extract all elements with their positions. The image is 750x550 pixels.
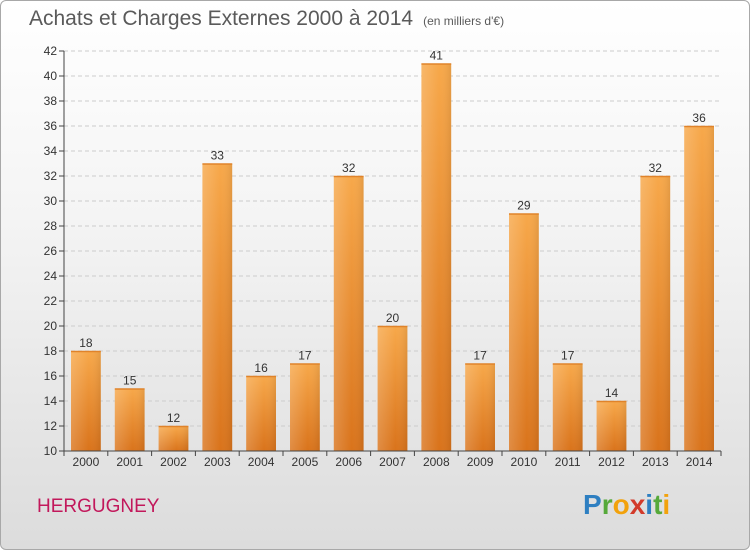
- data-label: 17: [473, 349, 487, 363]
- data-label: 20: [386, 311, 400, 325]
- x-tick-label: 2012: [598, 455, 625, 469]
- axes: 10 12 14 16 18 20 22 24 26 28 30 32 34 36 38 40 42 2000 20…: [44, 44, 722, 469]
- bar-shade: [71, 351, 101, 451]
- x-tick-label: 2008: [423, 455, 450, 469]
- data-label: 32: [342, 161, 356, 175]
- logo-letter: r: [601, 489, 613, 520]
- bar-shade: [290, 363, 320, 451]
- data-labels: 18 15 12 33 16 17 32 20 41 17 29 17 14 32 36: [79, 49, 706, 426]
- bar-shade: [684, 126, 714, 451]
- data-label: 17: [298, 349, 312, 363]
- bar-shade: [202, 163, 233, 451]
- x-tick-label: 2006: [335, 455, 362, 469]
- logo-letter: i: [645, 489, 654, 520]
- bar-shade: [552, 363, 583, 451]
- y-tick-label: 20: [44, 319, 58, 333]
- x-tick-label: 2003: [204, 455, 231, 469]
- bar-shade: [114, 388, 145, 451]
- data-label: 16: [254, 361, 268, 375]
- bar-shade: [421, 63, 452, 451]
- y-tick-label: 42: [44, 44, 58, 58]
- x-tick-label: 2004: [248, 455, 275, 469]
- y-tick-label: 16: [44, 369, 58, 383]
- y-tick-label: 32: [44, 169, 58, 183]
- bar-shade: [465, 363, 495, 451]
- data-label: 41: [430, 49, 444, 63]
- bars: [71, 63, 714, 451]
- bar-shade: [246, 376, 276, 451]
- bar-shade: [596, 401, 627, 451]
- y-tick-label: 28: [44, 219, 58, 233]
- bar-shade: [158, 426, 189, 451]
- data-label: 29: [517, 199, 531, 213]
- x-tick-label: 2001: [116, 455, 143, 469]
- chart-title: Achats et Charges Externes 2000 à 2014 (e…: [29, 7, 504, 31]
- y-tick-label: 26: [44, 244, 58, 258]
- y-tick-label: 10: [44, 444, 58, 458]
- chart-unit-note: (en milliers d'€): [423, 14, 505, 28]
- x-tick-label: 2014: [686, 455, 713, 469]
- y-tick-label: 18: [44, 344, 58, 358]
- bar-shade: [377, 326, 408, 451]
- data-label: 14: [605, 386, 619, 400]
- x-tick-label: 2000: [73, 455, 100, 469]
- data-label: 33: [211, 149, 225, 163]
- y-tick-label: 40: [44, 69, 58, 83]
- proxiti-logo[interactable]: Proxiti: [583, 489, 670, 521]
- logo-letter: x: [629, 489, 646, 520]
- logo-letter: o: [612, 489, 630, 520]
- data-label: 36: [692, 111, 706, 125]
- chart-title-text: Achats et Charges Externes 2000 à 2014: [29, 7, 414, 30]
- y-tick-label: 34: [44, 144, 58, 158]
- x-tick-label: 2007: [379, 455, 406, 469]
- commune-name: HERGUGNEY: [37, 496, 160, 517]
- y-tick-label: 38: [44, 94, 58, 108]
- data-label: 32: [649, 161, 663, 175]
- logo-letter: i: [662, 489, 671, 520]
- data-label: 18: [79, 336, 93, 350]
- bar-shade: [333, 176, 364, 451]
- x-tick-label: 2005: [292, 455, 319, 469]
- x-tick-label: 2011: [555, 455, 581, 469]
- y-tick-label: 24: [44, 269, 58, 283]
- x-tick-label: 2010: [511, 455, 538, 469]
- y-tick-label: 14: [44, 394, 58, 408]
- x-tick-label: 2013: [642, 455, 669, 469]
- x-tick-label: 2002: [160, 455, 187, 469]
- y-tick-label: 36: [44, 119, 58, 133]
- y-tick-label: 12: [44, 419, 58, 433]
- logo-letter: P: [583, 489, 602, 520]
- data-label: 17: [561, 349, 575, 363]
- data-label: 12: [167, 411, 181, 425]
- x-tick-label: 2009: [467, 455, 494, 469]
- y-tick-label: 22: [44, 294, 58, 308]
- y-tick-label: 30: [44, 194, 58, 208]
- logo-letter: t: [653, 489, 663, 520]
- data-label: 15: [123, 374, 137, 388]
- bar-shade: [509, 213, 539, 451]
- bar-shade: [640, 176, 671, 451]
